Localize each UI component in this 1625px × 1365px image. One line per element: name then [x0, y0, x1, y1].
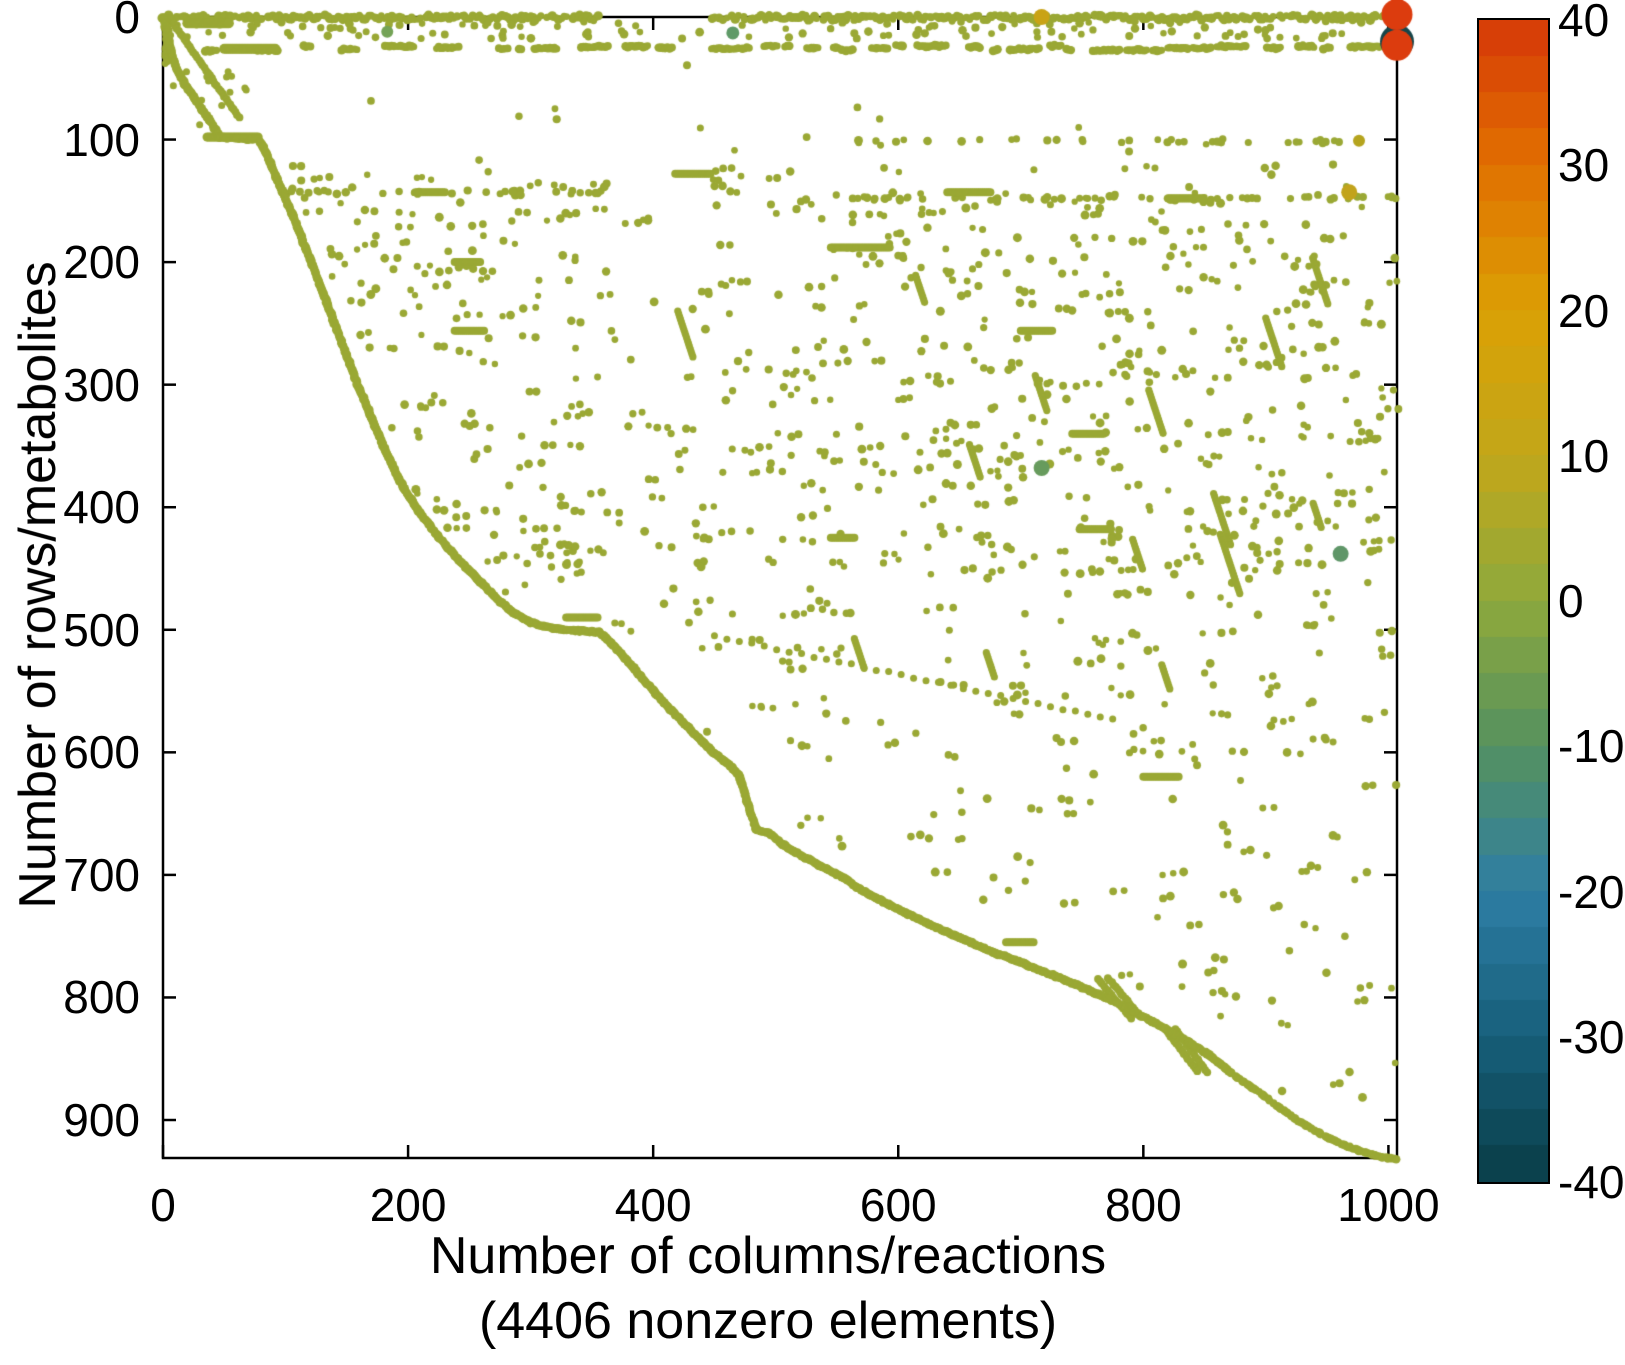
- y-tick-label: 100: [63, 113, 140, 166]
- x-tick-label: 600: [859, 1179, 937, 1231]
- colorbar-tick-label: -20: [1558, 865, 1625, 918]
- y-tick-label: 0: [114, 0, 140, 43]
- x-axis-subtitle: (4406 nonzero elements): [478, 1292, 1058, 1350]
- colorbar-tick-label: 30: [1558, 139, 1610, 192]
- y-tick-label: 800: [63, 971, 140, 1024]
- colorbar-tick-label: 20: [1558, 284, 1610, 337]
- colorbar-tick-label: 40: [1558, 0, 1610, 46]
- y-tick-label: 400: [63, 481, 140, 534]
- y-tick-label: 700: [63, 848, 140, 901]
- colorbar-tick-label: 10: [1558, 429, 1610, 482]
- colorbar-tick-label: 0: [1558, 575, 1584, 627]
- y-tick-label: 300: [63, 358, 140, 411]
- colorbar-tick-label: -10: [1558, 720, 1625, 773]
- x-tick-label: 200: [369, 1179, 447, 1231]
- x-tick-label: 800: [1104, 1179, 1182, 1231]
- colorbar-tick-label: -40: [1558, 1156, 1625, 1208]
- x-tick-label: 0: [150, 1179, 176, 1231]
- y-tick-label: 600: [63, 726, 140, 779]
- y-tick-label: 900: [63, 1094, 140, 1146]
- x-tick-label: 1000: [1337, 1179, 1440, 1231]
- y-tick-label: 200: [63, 236, 140, 289]
- y-tick-label: 500: [63, 603, 140, 656]
- x-tick-label: 400: [614, 1179, 692, 1231]
- colorbar-tick-label: -30: [1558, 1010, 1625, 1063]
- x-axis-title: Number of columns/reactions: [429, 1227, 1107, 1285]
